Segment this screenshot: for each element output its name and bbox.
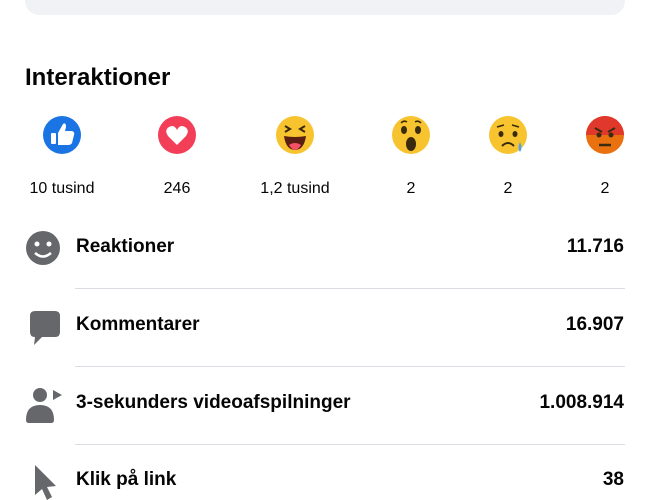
separator [75, 288, 625, 289]
love-icon [158, 116, 196, 154]
top-card [25, 0, 625, 15]
reaction-count: 2 [600, 180, 610, 197]
reactions-row-icon [26, 231, 60, 265]
metric-label: 3-sekunders videoafspilninger [76, 392, 351, 413]
metric-label: Klik på link [76, 469, 177, 490]
reaction-count: 2 [503, 180, 513, 197]
separator [75, 366, 625, 367]
reaction-count: 1,2 tusind [260, 180, 330, 197]
metric-value: 1.008.914 [539, 392, 624, 413]
angry-icon [586, 116, 624, 154]
metric-label: Kommentarer [76, 314, 200, 335]
comments-row-icon [30, 311, 60, 345]
views-row-icon [26, 388, 62, 423]
metric-value: 16.907 [565, 314, 624, 335]
link-clicks-row-icon [35, 465, 56, 500]
reaction-count: 10 tusind [29, 180, 95, 197]
wow-icon [392, 116, 430, 154]
haha-icon [276, 116, 314, 154]
reaction-count: 2 [406, 180, 416, 197]
metric-value: 11.716 [566, 236, 624, 257]
section-title: Interaktioner [25, 64, 171, 91]
sad-icon [489, 116, 527, 154]
metric-value: 38 [602, 469, 624, 490]
metric-label: Reaktioner [76, 236, 175, 257]
separator [75, 444, 625, 445]
reaction-count: 246 [163, 180, 191, 197]
like-icon [43, 116, 81, 154]
